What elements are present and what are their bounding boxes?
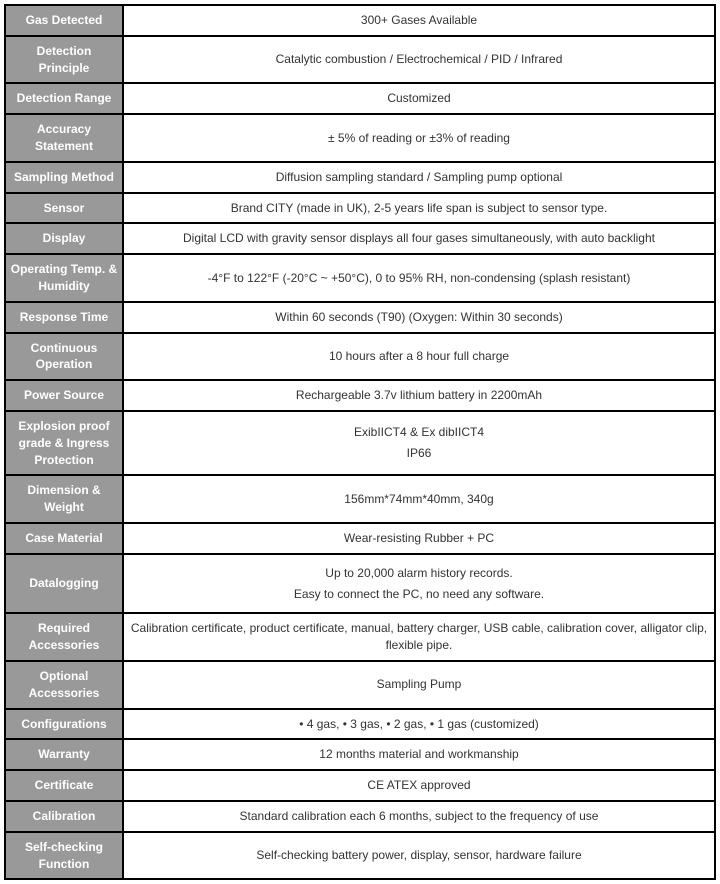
spec-label: Required Accessories [5,613,123,661]
spec-label: Display [5,223,123,254]
spec-label: Calibration [5,801,123,832]
spec-label: Sensor [5,193,123,224]
table-row: Accuracy Statement± 5% of reading or ±3%… [5,114,715,162]
table-row: Sampling MethodDiffusion sampling standa… [5,162,715,193]
spec-value: Rechargeable 3.7v lithium battery in 220… [123,380,715,411]
spec-value: CE ATEX approved [123,770,715,801]
table-row: DisplayDigital LCD with gravity sensor d… [5,223,715,254]
table-row: Explosion proof grade & Ingress Protecti… [5,411,715,475]
spec-value: 10 hours after a 8 hour full charge [123,333,715,381]
spec-table-body: Gas Detected300+ Gases AvailableDetectio… [5,5,715,879]
spec-value: Standard calibration each 6 months, subj… [123,801,715,832]
spec-value: Diffusion sampling standard / Sampling p… [123,162,715,193]
spec-value: Customized [123,83,715,114]
spec-value: Within 60 seconds (T90) (Oxygen: Within … [123,302,715,333]
spec-label: Datalogging [5,554,123,614]
spec-label: Power Source [5,380,123,411]
spec-label: Response Time [5,302,123,333]
spec-value: Self-checking battery power, display, se… [123,832,715,880]
spec-label: Continuous Operation [5,333,123,381]
table-row: Gas Detected300+ Gases Available [5,5,715,36]
spec-label: Configurations [5,709,123,740]
spec-value: ExibIICT4 & Ex dibIICT4 IP66 [123,411,715,475]
table-row: CalibrationStandard calibration each 6 m… [5,801,715,832]
table-row: SensorBrand CITY (made in UK), 2-5 years… [5,193,715,224]
spec-value: -4°F to 122°F (-20°C ~ +50°C), 0 to 95% … [123,254,715,302]
spec-label: Detection Range [5,83,123,114]
spec-value-line: Easy to connect the PC, no need any soft… [128,586,710,603]
spec-value: 156mm*74mm*40mm, 340g [123,475,715,523]
table-row: Detection RangeCustomized [5,83,715,114]
spec-value: Sampling Pump [123,661,715,709]
table-row: Dimension & Weight156mm*74mm*40mm, 340g [5,475,715,523]
spec-value: 12 months material and workmanship [123,739,715,770]
spec-value-line: IP66 [128,445,710,462]
spec-value: 300+ Gases Available [123,5,715,36]
spec-value: ± 5% of reading or ±3% of reading [123,114,715,162]
table-row: Warranty12 months material and workmansh… [5,739,715,770]
table-row: Operating Temp. & Humidity-4°F to 122°F … [5,254,715,302]
spec-label: Operating Temp. & Humidity [5,254,123,302]
table-row: CertificateCE ATEX approved [5,770,715,801]
spec-label: Detection Principle [5,36,123,84]
spec-label: Explosion proof grade & Ingress Protecti… [5,411,123,475]
spec-value: Brand CITY (made in UK), 2-5 years life … [123,193,715,224]
spec-value: Catalytic combustion / Electrochemical /… [123,36,715,84]
table-row: Response TimeWithin 60 seconds (T90) (Ox… [5,302,715,333]
spec-value: Up to 20,000 alarm history records. Easy … [123,554,715,614]
table-row: Power SourceRechargeable 3.7v lithium ba… [5,380,715,411]
spec-label: Sampling Method [5,162,123,193]
spec-label: Self-checking Function [5,832,123,880]
spec-label: Warranty [5,739,123,770]
table-row: DataloggingUp to 20,000 alarm history re… [5,554,715,614]
table-row: Required AccessoriesCalibration certific… [5,613,715,661]
table-row: Optional AccessoriesSampling Pump [5,661,715,709]
spec-label: Case Material [5,523,123,554]
spec-table: Gas Detected300+ Gases AvailableDetectio… [4,4,716,880]
spec-value: Wear-resisting Rubber + PC [123,523,715,554]
spec-label: Gas Detected [5,5,123,36]
table-row: Configurations• 4 gas, • 3 gas, • 2 gas,… [5,709,715,740]
spec-label: Certificate [5,770,123,801]
spec-value: Calibration certificate, product certifi… [123,613,715,661]
spec-label: Optional Accessories [5,661,123,709]
table-row: Self-checking FunctionSelf-checking batt… [5,832,715,880]
spec-value-line: ExibIICT4 & Ex dibIICT4 [128,424,710,441]
table-row: Case MaterialWear-resisting Rubber + PC [5,523,715,554]
table-row: Detection PrincipleCatalytic combustion … [5,36,715,84]
spec-value-line: Up to 20,000 alarm history records. [128,565,710,582]
spec-value: Digital LCD with gravity sensor displays… [123,223,715,254]
spec-value: • 4 gas, • 3 gas, • 2 gas, • 1 gas (cust… [123,709,715,740]
spec-label: Dimension & Weight [5,475,123,523]
spec-label: Accuracy Statement [5,114,123,162]
table-row: Continuous Operation10 hours after a 8 h… [5,333,715,381]
